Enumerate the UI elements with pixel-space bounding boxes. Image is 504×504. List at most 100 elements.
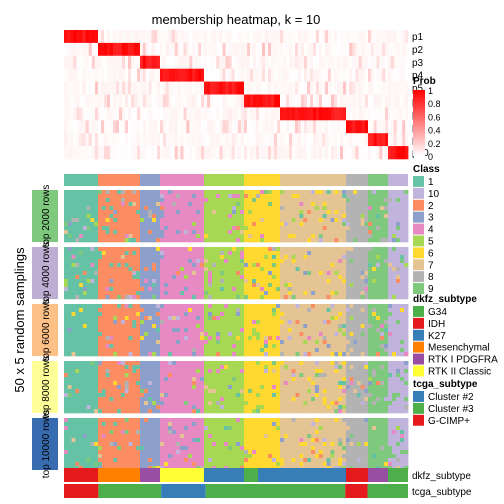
main-cell bbox=[330, 352, 335, 357]
main-cell bbox=[248, 222, 253, 227]
main-cell bbox=[392, 226, 397, 231]
membership-cell bbox=[204, 94, 208, 108]
main-cell bbox=[311, 202, 316, 207]
main-cell bbox=[346, 365, 351, 370]
main-cell bbox=[86, 263, 91, 268]
main-cell bbox=[160, 210, 165, 215]
main-cell bbox=[360, 198, 365, 203]
main-cell bbox=[144, 238, 149, 243]
main-cell bbox=[299, 214, 304, 219]
membership-cell bbox=[76, 81, 80, 95]
main-cell bbox=[180, 222, 185, 227]
membership-cell bbox=[237, 94, 242, 108]
main-cell bbox=[353, 267, 358, 272]
membership-cell bbox=[325, 120, 329, 134]
membership-cell bbox=[131, 120, 135, 134]
main-cell bbox=[338, 291, 343, 296]
main-cell bbox=[311, 340, 316, 345]
main-cell bbox=[330, 275, 335, 280]
main-cell bbox=[342, 361, 347, 366]
main-cell bbox=[184, 247, 189, 252]
main-cell bbox=[334, 206, 339, 211]
main-cell bbox=[172, 332, 177, 337]
main-cell bbox=[105, 230, 110, 235]
main-cell bbox=[71, 312, 76, 317]
main-cell bbox=[349, 214, 354, 219]
main-cell bbox=[212, 267, 217, 272]
main-cell bbox=[160, 238, 165, 243]
main-cell bbox=[283, 316, 289, 321]
membership-cell bbox=[231, 68, 236, 82]
main-cell bbox=[334, 369, 339, 374]
main-cell bbox=[264, 190, 269, 195]
main-cell bbox=[172, 190, 177, 195]
main-cell bbox=[236, 198, 241, 203]
main-cell bbox=[346, 194, 351, 199]
main-cell bbox=[349, 226, 354, 231]
membership-cell bbox=[82, 81, 87, 95]
main-cell bbox=[260, 275, 265, 280]
main-cell bbox=[86, 332, 91, 337]
main-cell bbox=[280, 259, 285, 264]
membership-cell bbox=[174, 55, 178, 69]
main-cell bbox=[236, 344, 241, 349]
main-cell bbox=[349, 365, 354, 370]
main-cell bbox=[86, 377, 91, 382]
membership-cell bbox=[385, 68, 389, 82]
main-cell bbox=[280, 222, 285, 227]
main-cell bbox=[228, 214, 233, 219]
main-cell bbox=[184, 369, 189, 374]
main-cell bbox=[252, 218, 257, 223]
main-cell bbox=[357, 332, 362, 337]
main-cell bbox=[176, 287, 181, 292]
membership-cell bbox=[168, 133, 173, 147]
main-cell bbox=[148, 198, 153, 203]
main-cell bbox=[303, 324, 308, 329]
main-cell bbox=[216, 295, 221, 300]
main-cell bbox=[276, 238, 281, 243]
main-cell bbox=[144, 365, 149, 370]
main-cell bbox=[101, 316, 107, 321]
main-cell bbox=[287, 234, 293, 239]
membership-cell bbox=[343, 133, 347, 147]
main-cell bbox=[132, 263, 137, 268]
membership-cell bbox=[301, 146, 305, 160]
main-cell bbox=[368, 283, 373, 288]
main-cell bbox=[140, 194, 145, 199]
main-cell bbox=[120, 369, 126, 374]
membership-cell bbox=[346, 30, 350, 44]
main-cell bbox=[264, 361, 269, 366]
main-cell bbox=[240, 352, 245, 357]
membership-cell bbox=[343, 68, 347, 82]
main-cell bbox=[287, 247, 293, 252]
membership-cell bbox=[198, 42, 202, 57]
main-cell bbox=[208, 194, 213, 199]
main-cell bbox=[291, 332, 296, 337]
main-cell bbox=[196, 255, 201, 260]
main-cell bbox=[208, 210, 213, 215]
membership-cell bbox=[325, 133, 329, 147]
membership-cell bbox=[137, 55, 141, 69]
main-cell bbox=[280, 279, 285, 284]
main-cell bbox=[101, 308, 107, 313]
main-cell bbox=[113, 352, 118, 357]
main-cell bbox=[357, 328, 362, 333]
membership-cell bbox=[183, 94, 187, 108]
main-cell bbox=[272, 361, 277, 366]
main-cell bbox=[148, 344, 153, 349]
main-cell bbox=[220, 247, 225, 252]
main-cell bbox=[357, 312, 362, 317]
main-cell bbox=[75, 190, 80, 195]
membership-cell bbox=[73, 107, 77, 121]
membership-cell bbox=[373, 146, 377, 160]
main-cell bbox=[90, 328, 95, 333]
membership-cell bbox=[198, 107, 202, 121]
main-cell bbox=[220, 336, 225, 341]
main-cell bbox=[326, 202, 331, 207]
main-cell bbox=[353, 202, 358, 207]
main-cell bbox=[101, 287, 107, 292]
membership-cell bbox=[358, 42, 363, 57]
membership-cell bbox=[280, 42, 284, 57]
main-cell bbox=[148, 267, 153, 272]
membership-cell bbox=[277, 81, 281, 95]
